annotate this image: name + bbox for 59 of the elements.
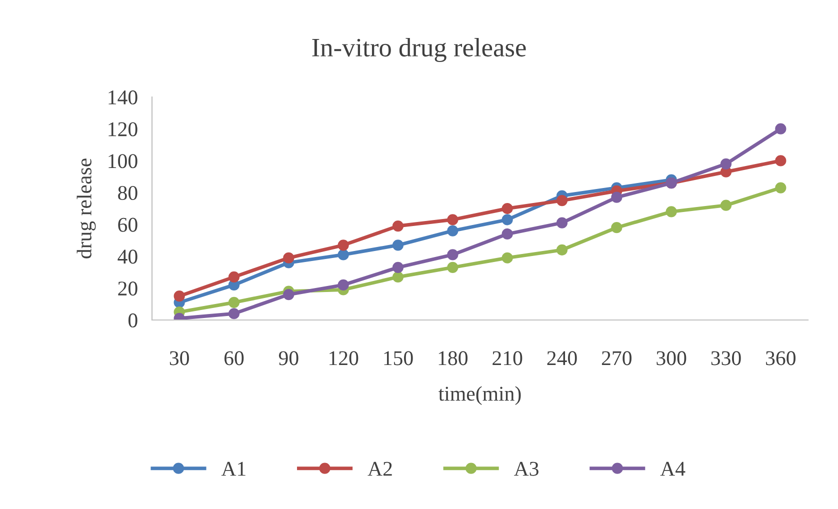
legend-label: A4 [660, 462, 686, 476]
y-tick-label: 60 [118, 218, 138, 232]
point [556, 244, 568, 256]
x-tick-label: 180 [438, 351, 468, 366]
point [720, 200, 732, 211]
point [556, 194, 568, 206]
x-tick-label: 90 [278, 351, 298, 366]
x-tick-label: 270 [602, 351, 632, 366]
point [611, 192, 622, 203]
y-axis-title: drug release [76, 158, 96, 258]
point [392, 240, 404, 251]
point [174, 290, 185, 302]
point [283, 288, 294, 300]
point [666, 206, 677, 218]
point [502, 252, 513, 264]
x-tick-label: 210 [492, 351, 522, 366]
x-tick-label: 240 [547, 351, 577, 366]
y-tick-label: 20 [118, 282, 138, 296]
point [775, 155, 786, 166]
x-axis-title: time(min) [438, 386, 521, 406]
point [392, 220, 404, 232]
x-tick-label: 120 [330, 351, 358, 366]
point [720, 158, 732, 170]
y-tick-label: 120 [108, 122, 138, 136]
point [502, 202, 513, 214]
y-tick-label: 0 [128, 313, 138, 328]
legend-label: A3 [514, 462, 538, 476]
point [228, 296, 240, 308]
x-tick-label: 360 [766, 351, 796, 366]
legend-label: A1 [221, 462, 246, 476]
point [447, 225, 458, 236]
chart-title: In-vitro drug release [312, 38, 526, 62]
point [392, 262, 404, 273]
legend-label: A2 [368, 462, 392, 476]
point [447, 249, 458, 260]
point [502, 214, 513, 226]
point [338, 279, 349, 291]
point [447, 214, 458, 226]
point [775, 182, 786, 194]
point [775, 123, 786, 134]
point [338, 240, 349, 251]
y-tick-label: 100 [108, 154, 138, 168]
point [556, 217, 568, 228]
point [338, 249, 349, 260]
point [392, 271, 404, 283]
x-tick-label: 150 [384, 351, 413, 366]
y-tick-label: 80 [118, 186, 138, 200]
point [228, 271, 240, 283]
x-tick-label: 30 [170, 351, 189, 366]
point [283, 252, 294, 264]
point [611, 222, 622, 234]
point [502, 228, 513, 240]
point [447, 262, 458, 273]
x-tick-label: 330 [711, 351, 741, 366]
y-tick-label: 40 [118, 250, 138, 264]
x-tick-label: 60 [224, 351, 244, 366]
x-tick-label: 300 [656, 351, 686, 366]
point [228, 308, 240, 320]
y-tick-label: 140 [108, 90, 138, 104]
